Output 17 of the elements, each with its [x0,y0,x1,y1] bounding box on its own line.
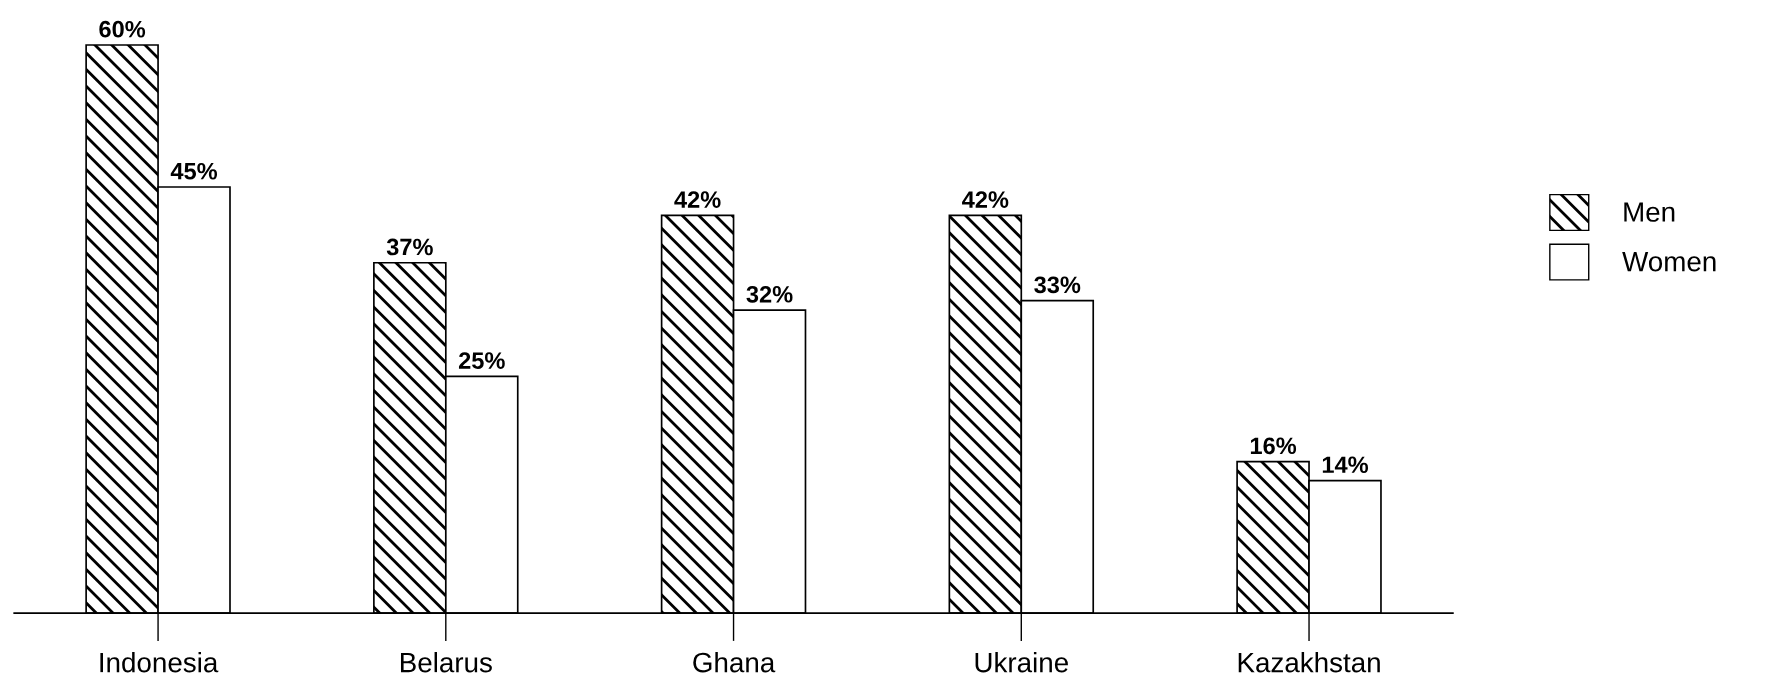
data-label: 33% [1034,276,1081,294]
data-label: 16% [1250,437,1297,455]
x-tick-label: Ghana [693,652,776,673]
data-label: 37% [386,238,433,256]
data-label: 60% [99,20,146,38]
data-label: 14% [1322,456,1369,474]
data-label: 42% [962,191,1009,208]
data-label: 42% [674,191,721,208]
x-tick-label: Belarus [400,652,492,673]
x-tick-label: Indonesia [100,652,219,673]
data-label: 45% [170,162,218,180]
data-label: 25% [458,352,505,369]
data-label: 32% [746,285,793,303]
x-tick-label: Kazakhstan [1238,652,1380,673]
legend-label: Women [1622,252,1716,272]
legend-label: Men [1624,202,1675,222]
x-tick-label: Ukraine [975,652,1068,673]
